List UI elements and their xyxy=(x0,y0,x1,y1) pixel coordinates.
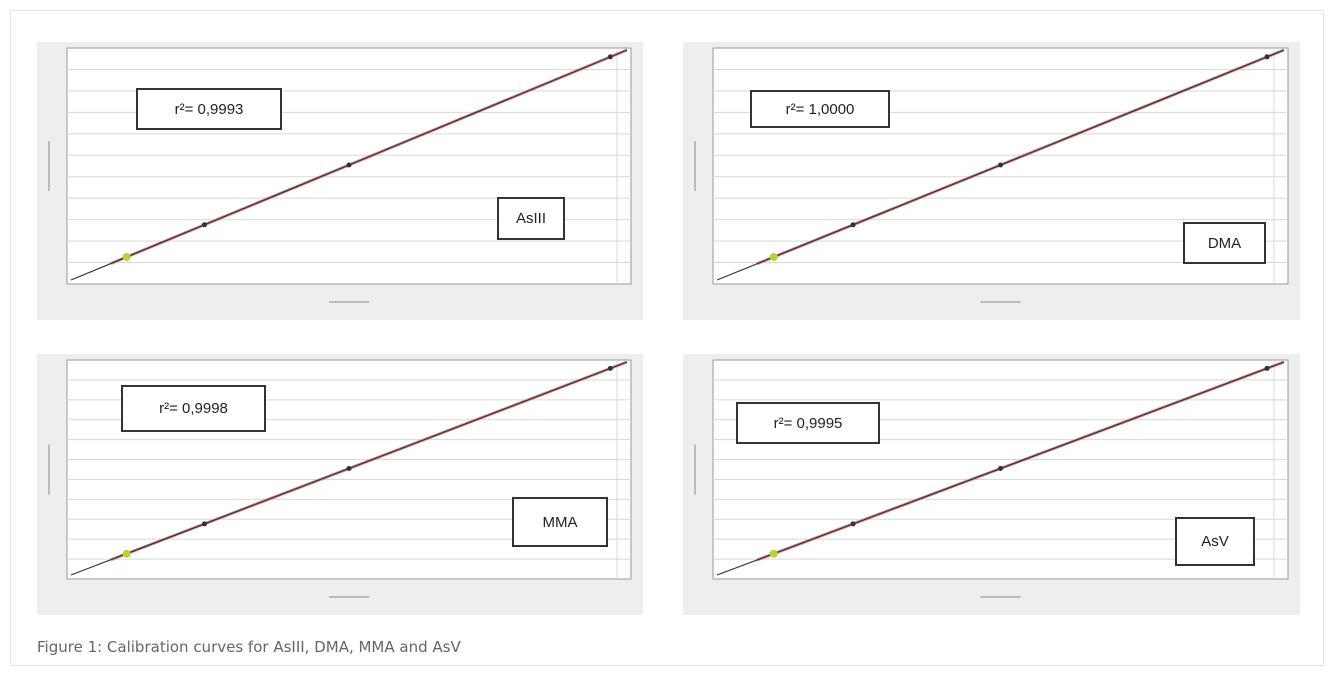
figure-frame xyxy=(10,10,1324,666)
r2-label: r²= 0,9995 xyxy=(736,402,880,444)
calibration-plot xyxy=(694,47,1289,303)
calibration-point xyxy=(201,222,207,228)
calibration-plot xyxy=(694,359,1289,598)
r2-label: r²= 1,0000 xyxy=(750,90,890,128)
calibration-point xyxy=(850,222,856,228)
calibration-point xyxy=(769,549,778,558)
calibration-panel: r²= 0,9998 MMA xyxy=(37,354,643,615)
species-label: DMA xyxy=(1183,222,1266,264)
calibration-point xyxy=(607,365,613,371)
calibration-point xyxy=(346,162,352,168)
calibration-point xyxy=(769,253,778,261)
calibration-point xyxy=(122,549,131,558)
calibration-point xyxy=(346,466,352,471)
calibration-panel: r²= 0,9995 AsV xyxy=(683,354,1300,615)
calibration-point xyxy=(607,54,613,60)
calibration-point xyxy=(1264,54,1270,60)
calibration-point xyxy=(998,162,1003,168)
calibration-point xyxy=(201,521,207,527)
calibration-plot xyxy=(48,47,632,303)
species-label: AsV xyxy=(1175,517,1255,566)
figure-caption: Figure 1: Calibration curves for AsIII, … xyxy=(37,638,461,656)
calibration-panel: r²= 1,0000 DMA xyxy=(683,42,1300,320)
r2-label: r²= 0,9993 xyxy=(136,88,282,130)
calibration-point xyxy=(1264,365,1270,371)
calibration-point xyxy=(122,253,131,261)
calibration-panel: r²= 0,9993 AsIII xyxy=(37,42,643,320)
species-label: MMA xyxy=(512,497,608,547)
species-label: AsIII xyxy=(497,197,565,240)
calibration-point xyxy=(850,521,856,527)
calibration-point xyxy=(998,466,1003,471)
r2-label: r²= 0,9998 xyxy=(121,385,266,432)
